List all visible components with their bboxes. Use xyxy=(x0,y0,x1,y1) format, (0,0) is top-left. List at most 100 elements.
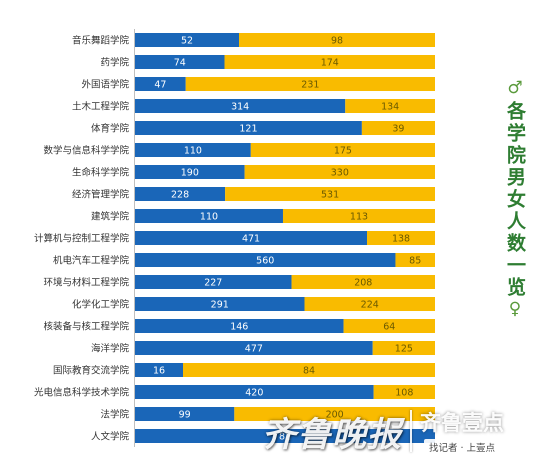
data-label-series0-17: 99 xyxy=(179,410,191,421)
data-label-series1-7: 531 xyxy=(321,190,339,201)
data-label-series0-0: 52 xyxy=(181,36,193,47)
bar-series0-11 xyxy=(135,275,292,289)
bar-series1-12 xyxy=(304,297,435,311)
category-label-5: 数学与信息科学学院 xyxy=(43,145,129,157)
female-symbol-icon: ♀ xyxy=(505,299,525,322)
category-label-11: 环境与材料工程学院 xyxy=(43,277,129,289)
data-label-series0-16: 420 xyxy=(245,388,263,399)
bar-series0-2 xyxy=(135,77,186,91)
bar-series1-8 xyxy=(282,209,435,223)
male-symbol-icon: ♂ xyxy=(505,78,525,101)
category-label-7: 经济管理学院 xyxy=(72,189,130,201)
bar-series1-17 xyxy=(234,407,435,421)
bar-series0-7 xyxy=(135,187,226,201)
bar-series0-3 xyxy=(135,99,346,113)
data-label-series0-13: 146 xyxy=(230,322,248,333)
bar-series0-16 xyxy=(135,385,374,399)
category-label-4: 体育学院 xyxy=(91,123,130,135)
data-label-series0-5: 110 xyxy=(184,146,202,157)
category-label-13: 核装备与核工程学院 xyxy=(43,321,129,333)
watermark-brand: 齐鲁壹点 xyxy=(420,411,504,435)
bar-series0-12 xyxy=(135,297,305,311)
category-label-10: 机电汽车工程学院 xyxy=(53,255,130,267)
category-label-8: 建筑学院 xyxy=(91,211,130,223)
category-label-17: 法学院 xyxy=(100,409,129,421)
category-label-1: 药学院 xyxy=(100,57,129,69)
data-label-series1-9: 138 xyxy=(392,234,410,245)
bar-series0-9 xyxy=(135,231,368,245)
data-label-series1-5: 175 xyxy=(334,146,352,157)
bar-series1-7 xyxy=(225,187,435,201)
chart-title-text: 各学院男女人数一览 xyxy=(504,101,526,299)
bar-series0-15 xyxy=(135,363,183,377)
data-label-series0-4: 121 xyxy=(239,124,257,135)
bar-series1-0 xyxy=(239,33,435,47)
watermark-slogan: 找记者 · 上壹点 xyxy=(423,439,501,455)
data-label-series0-7: 228 xyxy=(171,190,189,201)
data-label-series1-3: 134 xyxy=(381,102,399,113)
bar-series0-14 xyxy=(135,341,373,355)
category-label-12: 化学化工学院 xyxy=(72,299,130,311)
bar-series0-6 xyxy=(135,165,245,179)
bar-series1-9 xyxy=(367,231,435,245)
data-label-series1-15: 84 xyxy=(303,366,315,377)
bar-series1-15 xyxy=(183,363,435,377)
category-label-6: 生命科学学院 xyxy=(72,167,130,179)
bar-series0-1 xyxy=(135,55,225,69)
category-label-15: 国际教育交流学院 xyxy=(53,365,130,377)
bar-series0-18 xyxy=(135,429,435,443)
chart-title: ♂各学院男女人数一览♀ xyxy=(503,78,529,322)
bar-series1-10 xyxy=(395,253,435,267)
bar-series1-6 xyxy=(244,165,435,179)
category-label-9: 计算机与控制工程学院 xyxy=(34,233,130,245)
data-label-series0-9: 471 xyxy=(242,234,260,245)
watermark: 齐鲁晚报 齐鲁壹点 找记者 · 上壹点 xyxy=(262,400,547,462)
bar-series0-17 xyxy=(135,407,235,421)
data-label-series1-16: 108 xyxy=(395,388,413,399)
data-label-series1-13: 64 xyxy=(383,322,395,333)
data-label-series1-4: 39 xyxy=(392,124,404,135)
bar-series0-10 xyxy=(135,253,396,267)
data-label-series1-2: 231 xyxy=(301,80,319,91)
bar-series1-2 xyxy=(185,77,435,91)
bar-series0-0 xyxy=(135,33,239,47)
category-label-14: 海洋学院 xyxy=(91,343,130,355)
bar-series1-3 xyxy=(345,99,435,113)
watermark-brand-block: 齐鲁壹点 找记者 · 上壹点 xyxy=(420,407,504,455)
data-label-series1-10: 85 xyxy=(409,256,421,267)
bar-series1-13 xyxy=(343,319,435,333)
data-label-series0-14: 477 xyxy=(245,344,263,355)
bar-series0-13 xyxy=(135,319,344,333)
bar-series1-1 xyxy=(224,55,435,69)
data-label-series1-1: 174 xyxy=(321,58,339,69)
category-label-18: 人文学院 xyxy=(91,431,130,443)
bar-series0-8 xyxy=(135,209,283,223)
data-label-series1-0: 98 xyxy=(331,36,343,47)
category-label-3: 土木工程学院 xyxy=(72,101,130,113)
category-label-0: 音乐舞蹈学院 xyxy=(72,35,130,47)
data-label-series0-1: 74 xyxy=(174,58,186,69)
data-label-series1-14: 125 xyxy=(395,344,413,355)
data-label-series1-17: 200 xyxy=(326,410,344,421)
data-label-series1-8: 113 xyxy=(350,212,368,223)
data-label-series0-2: 47 xyxy=(154,80,166,91)
data-label-series1-11: 208 xyxy=(354,278,372,289)
watermark-separator xyxy=(410,410,412,452)
bar-series0-4 xyxy=(135,121,362,135)
category-label-16: 光电信息科学技术学院 xyxy=(34,387,130,399)
data-label-series0-12: 291 xyxy=(211,300,229,311)
data-label-series0-15: 16 xyxy=(153,366,165,377)
data-label-series0-11: 227 xyxy=(204,278,222,289)
data-label-series1-6: 330 xyxy=(331,168,349,179)
watermark-main: 齐鲁晚报 xyxy=(262,414,402,455)
data-label-series0-10: 560 xyxy=(256,256,274,267)
data-label-series1-12: 224 xyxy=(361,300,379,311)
data-label-series0-18: 82 xyxy=(279,432,291,443)
bar-series1-11 xyxy=(291,275,435,289)
bar-series0-5 xyxy=(135,143,251,157)
data-label-series0-8: 110 xyxy=(200,212,218,223)
category-label-2: 外国语学院 xyxy=(81,79,129,91)
bar-series1-16 xyxy=(373,385,435,399)
data-label-series0-6: 190 xyxy=(181,168,199,179)
